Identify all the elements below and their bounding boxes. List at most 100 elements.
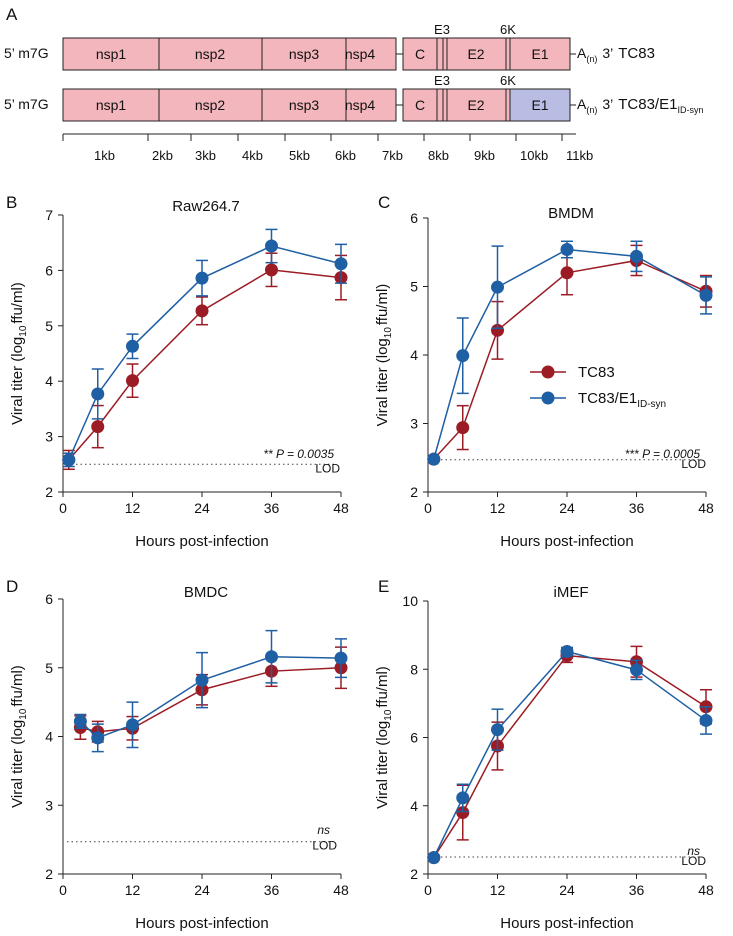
data-point [126, 718, 139, 732]
kb-tick-label: 2kb [152, 148, 173, 163]
c2-segment-nsp4 [345, 88, 397, 122]
data-point [491, 323, 504, 337]
c2-label-e3: E3 [434, 73, 450, 88]
c2-label-nsp3: nsp3 [289, 97, 320, 113]
data-point [334, 651, 348, 665]
y-tick-label: 7 [45, 207, 53, 223]
y-tick-label: 4 [410, 798, 418, 814]
data-point [699, 713, 713, 727]
x-tick-label: 24 [559, 882, 575, 898]
data-point [334, 257, 348, 271]
data-point [265, 239, 278, 253]
x-tick-label: 36 [629, 882, 645, 898]
data-point [491, 723, 504, 737]
panel-letter: D [6, 577, 18, 596]
kb-tick-label: 3kb [195, 148, 216, 163]
y-tick-label: 5 [45, 318, 53, 334]
data-point [195, 673, 209, 687]
series-tc83 [73, 646, 348, 743]
series-tc83 [62, 252, 348, 471]
series-tc83 [427, 244, 713, 466]
panel-a: A 5’ m7G nsp1 nsp2 nsp3 nsp4 C E2 E1 E3 … [4, 5, 703, 163]
construct-tc83: 5’ m7G nsp1 nsp2 nsp3 nsp4 C E2 E1 E3 6K… [4, 22, 655, 71]
c2-label-e1: E1 [531, 97, 548, 113]
c2-label-nsp2: nsp2 [195, 97, 226, 113]
c1-segment-nsp2 [158, 37, 263, 71]
data-point [427, 452, 441, 466]
series-tc83-e1-id-syn [427, 240, 713, 466]
x-tick-label: 0 [59, 882, 67, 898]
c1-label-c: C [415, 46, 425, 62]
significance-annotation: *** P = 0.0005 [625, 447, 701, 461]
x-tick-label: 12 [490, 882, 506, 898]
legend-label-tc83-e1: TC83/E1ID-syn [578, 390, 666, 410]
c2-label-nsp4: nsp4 [345, 97, 376, 113]
y-tick-label: 10 [402, 593, 418, 609]
x-axis-label: Hours post-infection [500, 533, 633, 550]
data-point [265, 263, 278, 277]
c1-segment-nsp1 [62, 37, 160, 71]
panel-b-raw264-7: B Raw264.7 2 3 4 5 6 7 0 12 24 36 48 Hours post-infec… [6, 193, 349, 550]
construct-2-prefix: 5’ m7G [4, 96, 49, 112]
x-tick-label: 12 [490, 500, 506, 516]
y-tick-label: 6 [45, 262, 53, 278]
x-tick-label: 36 [629, 500, 645, 516]
c1-segment-c [402, 37, 438, 71]
c2-segment-spacer [442, 88, 448, 122]
panel-c-bmdm: C BMDM 2 3 4 5 6 0 12 24 36 48 Hours post-infection V… [374, 193, 714, 550]
data-point [456, 791, 470, 805]
data-point [91, 731, 105, 745]
c1-segment-e1 [509, 37, 571, 71]
data-point [195, 271, 209, 285]
series-line [433, 650, 707, 858]
c1-segment-spacer [442, 37, 448, 71]
c2-segment-c [402, 88, 438, 122]
series-tc83-e1-id-syn [62, 228, 348, 468]
c2-label-nsp1: nsp1 [96, 97, 127, 113]
data-point [699, 288, 713, 302]
y-tick-label: 2 [410, 866, 418, 882]
c2-label-e2: E2 [467, 97, 484, 113]
x-tick-label: 12 [125, 882, 141, 898]
c1-label-e2: E2 [467, 46, 484, 62]
kb-tick-label: 5kb [289, 148, 310, 163]
data-point [126, 374, 139, 388]
series-tc83-e1-id-syn [73, 629, 348, 753]
y-tick-label: 4 [45, 729, 53, 745]
x-tick-label: 48 [333, 882, 349, 898]
c1-label-e1: E1 [531, 46, 548, 62]
c2-segment-nsp2 [158, 88, 263, 122]
kb-scale: 1kb 2kb 3kb 4kb 5kb 6kb 7kb 8kb 9kb 10kb 11kb [62, 133, 593, 163]
legend-label-tc83: TC83 [578, 364, 615, 381]
series-line [68, 269, 342, 461]
chart-title: BMDM [548, 205, 594, 222]
kb-tick-label: 8kb [428, 148, 449, 163]
kb-tick-label: 11kb [566, 148, 593, 163]
c1-label-nsp3: nsp3 [289, 46, 320, 62]
c1-label-e3: E3 [434, 22, 450, 37]
y-axis-label: Viral titer (log10ffu/ml) [374, 284, 394, 427]
x-tick-label: 48 [698, 500, 714, 516]
y-tick-label: 2 [45, 484, 53, 500]
c2-label-6k: 6K [500, 73, 516, 88]
y-tick-label: 3 [410, 416, 418, 432]
c2-label-c: C [415, 97, 425, 113]
x-axis-label: Hours post-infection [135, 533, 268, 550]
y-tick-label: 2 [45, 866, 53, 882]
legend-marker-tc83 [541, 365, 555, 379]
y-tick-label: 3 [45, 429, 53, 445]
lod-label: LOD [312, 839, 337, 853]
c1-label-nsp1: nsp1 [96, 46, 127, 62]
data-point [195, 304, 209, 318]
lod-label: LOD [315, 461, 340, 475]
c2-segment-6k [505, 88, 511, 122]
c1-label-nsp2: nsp2 [195, 46, 226, 62]
x-tick-label: 36 [264, 500, 280, 516]
series-tc83-e1-id-syn [427, 645, 713, 865]
data-point [560, 243, 574, 257]
c2-segment-nsp3 [261, 88, 347, 122]
y-tick-label: 6 [410, 730, 418, 746]
significance-annotation: ns [687, 844, 700, 858]
